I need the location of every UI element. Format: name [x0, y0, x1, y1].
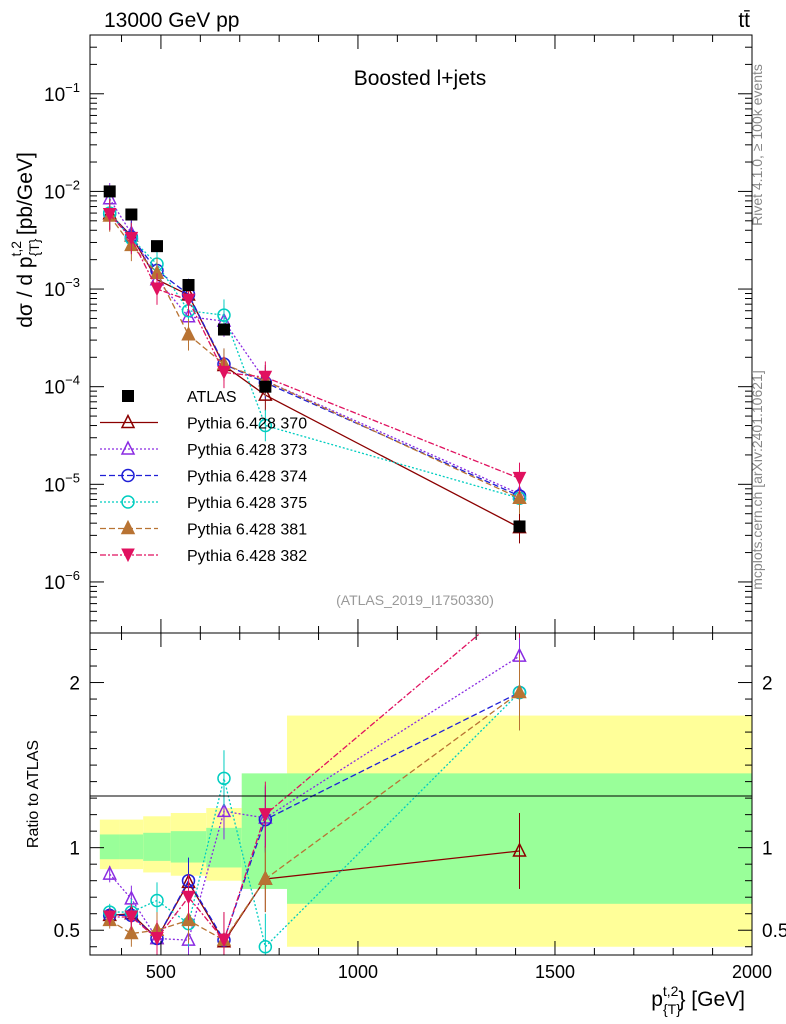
x-tick-label: 2000 [732, 962, 772, 982]
y-tick-label: 10−2 [44, 177, 80, 203]
ratio-band-inner [99, 834, 120, 860]
y-tick-label: 10−1 [44, 80, 80, 106]
ratio-y-tick-label-right: 2 [762, 674, 773, 695]
series-381-ratio-point [124, 924, 139, 940]
x-tick-label: 1500 [535, 962, 575, 982]
legend-374-marker [121, 468, 135, 483]
series-382-ratio-point [181, 890, 196, 905]
atlas-data-point [182, 279, 195, 292]
legend-374-label: Pythia 6.428 374 [187, 469, 307, 486]
legend-370-label: Pythia 6.428 370 [187, 416, 307, 433]
legend-381-marker [120, 519, 136, 535]
legend-375-label: Pythia 6.428 375 [187, 495, 307, 512]
header-right-label: tt̄ [738, 9, 750, 32]
series-381-ratio-point [258, 870, 273, 885]
ratio-band-inner [119, 834, 144, 860]
legend-370-marker [120, 413, 136, 429]
mcplots-source-label: mcplots.cern.ch [arXiv:2401.10621] [749, 370, 765, 589]
y-axis-label-ratio: Ratio to ATLAS [25, 740, 42, 848]
atlas-data-point [150, 240, 163, 253]
series-382-point [258, 370, 273, 385]
series-381-line [109, 215, 520, 499]
atlas-data-point [259, 380, 272, 393]
legend-382-marker [121, 548, 135, 563]
rivet-version-label: Rivet 4.1.0, ≥ 100k events [749, 64, 765, 226]
y-tick-label: 10−3 [44, 275, 80, 301]
ratio-band-inner [170, 831, 207, 863]
legend-373-marker [120, 440, 136, 455]
atlas-data-point [125, 208, 138, 221]
legend-382-label: Pythia 6.428 382 [187, 548, 307, 565]
legend-atlas-marker [122, 390, 134, 402]
y-tick-label: 10−6 [44, 568, 80, 594]
series-382-point [217, 365, 231, 380]
legend: ATLAS Pythia 6.428 370 Pythia 6.428 373 Pyt… [100, 389, 307, 565]
ratio-y-tick-label: 1 [69, 839, 80, 860]
ratio-y-tick-label: 0.5 [54, 921, 80, 942]
ratio-band-inner [143, 832, 171, 861]
series-382-point [181, 293, 196, 308]
series-375-ratio-point [258, 939, 273, 954]
series-381-ratio-point [512, 683, 527, 699]
series-382-ratio-point [217, 933, 231, 948]
series-381-point [181, 326, 196, 341]
y-tick-label: 10−5 [44, 470, 80, 496]
series-381-point [512, 489, 527, 504]
series-382-point [124, 231, 139, 246]
ratio-panel-frame [89, 632, 753, 956]
series-370-line [109, 213, 520, 529]
series-373-ratio-point [102, 865, 117, 880]
chart-title: Boosted l+jets [354, 67, 487, 90]
series-382-point [150, 282, 164, 297]
series-375-point [217, 308, 231, 322]
series-375-ratio-point [150, 893, 164, 908]
header-left-label: 13000 GeV pp [104, 9, 239, 32]
legend-373-label: Pythia 6.428 373 [187, 442, 307, 459]
series-373-ratio-point [216, 802, 232, 818]
series-370-point [258, 386, 273, 401]
series-375-line [109, 212, 520, 499]
legend-atlas-label: ATLAS [187, 389, 237, 406]
atlas-data-point [513, 520, 526, 533]
series-382-point [512, 471, 527, 486]
ratio-y-tick-label: 2 [69, 674, 80, 695]
legend-375-marker [121, 495, 135, 509]
series-382-ratio-point [124, 910, 139, 925]
atlas-data-point [103, 185, 116, 198]
series-382-line [109, 214, 520, 479]
series-382-ratio-point [102, 910, 117, 925]
series-375-ratio-point [217, 771, 231, 786]
series-382-ratio-point [150, 931, 164, 946]
y-axis-label-main: dσ / d p{T}t,2 [pb/GeV] [8, 152, 42, 328]
atlas-data-point [217, 323, 230, 336]
y-tick-label: 10−4 [44, 373, 80, 399]
analysis-tag: (ATLAS_2019_I1750330) [336, 592, 494, 608]
series-373-line [109, 198, 520, 495]
series-382-ratio-point [258, 808, 273, 822]
series-370-ratio-point [512, 842, 527, 857]
series-382-point [102, 208, 117, 222]
x-tick-label: 1000 [338, 962, 378, 982]
series-382-ratio-point [514, 594, 526, 606]
ratio-y-tick-label-right: 1 [762, 839, 773, 860]
series-375-point [258, 418, 273, 433]
x-tick-label: 500 [146, 962, 176, 982]
x-axis-label: p{T}t,2} [GeV] [651, 983, 745, 1017]
ratio-y-tick-label-right: 0.5 [762, 921, 786, 942]
series-374-line [109, 213, 520, 497]
legend-381-label: Pythia 6.428 381 [187, 522, 307, 539]
ratio-band-inner [241, 773, 288, 889]
